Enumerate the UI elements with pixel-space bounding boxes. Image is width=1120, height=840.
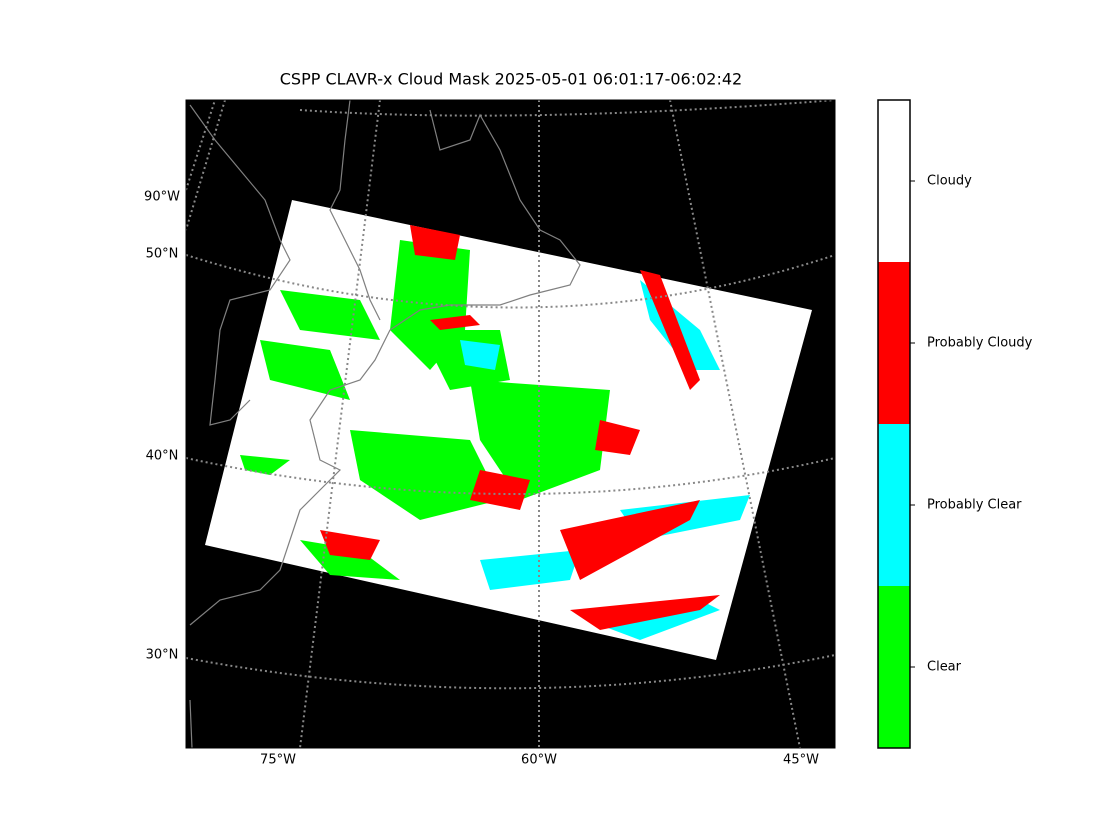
mask-region [460, 340, 500, 370]
mask-region [570, 595, 720, 630]
bottom-label: 60°W [521, 753, 557, 768]
left-label: 90°W [144, 190, 180, 205]
coastline [189, 699, 193, 748]
mask-region [260, 340, 350, 400]
left-label: 40°N [146, 449, 179, 464]
colorbar-segment [878, 100, 910, 262]
graticule [299, 100, 381, 748]
coastline [189, 104, 291, 426]
mask-region [320, 530, 380, 560]
colorbar: Clear Probably Clear Probably Cloudy Cloudy [877, 99, 1033, 749]
coastline [329, 100, 381, 321]
colorbar-label: Cloudy [927, 174, 972, 189]
graticule [186, 654, 835, 690]
coastline [189, 109, 581, 626]
colorbar-segment [878, 586, 910, 748]
mask-region [430, 315, 480, 330]
bottom-label: 45°W [783, 753, 819, 768]
colorbar-frame [877, 99, 911, 749]
colorbar-segment [878, 424, 910, 586]
graticule [186, 457, 835, 495]
mask-region [640, 270, 700, 390]
mask-region [240, 455, 290, 475]
graticule [186, 100, 216, 191]
bottom-label: 75°W [260, 753, 296, 768]
mask-region [595, 420, 640, 455]
mask-region [560, 500, 700, 580]
map [186, 100, 835, 748]
map-frame [185, 99, 836, 749]
mask-region [410, 225, 460, 260]
mask-region [350, 430, 500, 520]
colorbar-label: Clear [927, 660, 962, 675]
left-label: 50°N [146, 247, 179, 262]
colorbar-segment [878, 262, 910, 424]
colorbar-label: Probably Cloudy [927, 336, 1033, 351]
colorbar-label: Probably Clear [927, 498, 1022, 513]
mask-region [300, 540, 400, 580]
title: CSPP CLAVR-x Cloud Mask 2025-05-01 06:01… [280, 70, 742, 89]
graticule [669, 100, 801, 748]
left-label: 30°N [146, 648, 179, 663]
mask-region [280, 290, 380, 340]
mask-region [470, 470, 530, 510]
mask-region [480, 550, 580, 590]
